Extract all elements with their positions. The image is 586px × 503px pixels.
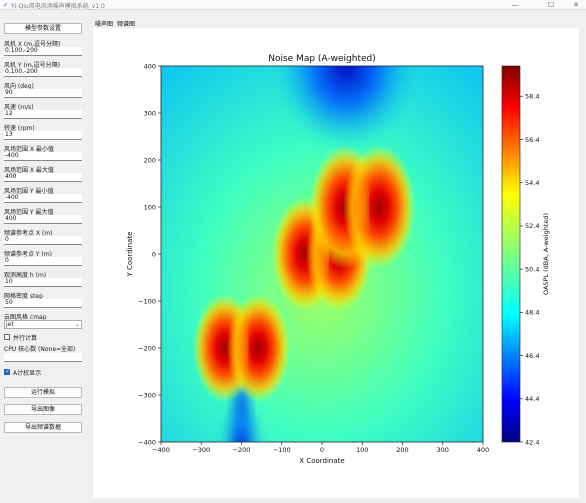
heatmap-area <box>161 66 483 442</box>
cpu-cores-label: CPU 核心数 (None=全部) <box>4 346 76 353</box>
y-tick-label: −300 <box>138 391 156 399</box>
y-tick-label: −200 <box>138 344 156 352</box>
export-image-button[interactable]: 导出图像 <box>4 404 82 415</box>
y-min-label: 风场范围 Y 最小值 <box>4 188 54 195</box>
y-tick-label: 100 <box>144 203 156 211</box>
turbine-y-label: 风机 Y (m,逗号分隔) <box>4 62 60 69</box>
high-noise-lobe <box>227 293 290 403</box>
cmap-select[interactable]: jet ⌄ <box>4 320 82 329</box>
spectrum-y-label: 频谱参考点 Y (m) <box>4 251 53 258</box>
x-tick-label: −300 <box>192 446 210 454</box>
x-min-input[interactable]: -400 <box>4 152 82 161</box>
wind-direction-label: 风向 (deg) <box>4 83 34 90</box>
turbine-y-input[interactable]: 0,100,-200 <box>4 68 82 77</box>
rotor-speed-input[interactable]: 13 <box>4 131 82 140</box>
x-axis: −400 −300 −200 −100 0 100 200 300 400 <box>152 442 489 454</box>
turbine-notch <box>236 324 247 372</box>
a-weighting-checkbox[interactable] <box>4 368 10 375</box>
noise-map-figure: Noise Map (A-weighted) −400 −300 −200 −100 0… <box>126 54 550 465</box>
export-spectrum-button[interactable]: 导出频谱数据 <box>4 422 82 433</box>
x-tick-label: 400 <box>477 446 489 454</box>
minimize-button[interactable]: — <box>511 1 519 9</box>
model-settings-button[interactable]: 模型参数设置 <box>4 23 82 34</box>
chart-title: Noise Map (A-weighted) <box>268 54 376 64</box>
rotor-speed-label: 转速 (rpm) <box>4 125 35 132</box>
grid-step-label: 网格密度 step <box>4 293 43 300</box>
y-tick-label: 200 <box>144 156 156 164</box>
y-tick-label: −400 <box>138 438 156 446</box>
colorbar-tick-label: 42.4 <box>525 438 539 446</box>
app-feather-icon <box>3 2 7 7</box>
x-tick-label: −200 <box>233 446 251 454</box>
wind-speed-label: 风速 (m/s) <box>4 104 34 111</box>
colorbar-tick-label: 50.4 <box>525 265 539 273</box>
colorbar-tick-label: 56.4 <box>525 136 539 144</box>
height-input[interactable]: 10 <box>4 278 82 287</box>
x-max-input[interactable]: 400 <box>4 173 82 182</box>
colorbar-tick-label: 54.4 <box>525 179 539 187</box>
colorbar <box>501 65 521 443</box>
chevron-down-icon: ⌄ <box>74 321 80 328</box>
tab-spectrum[interactable]: 频谱图 <box>117 21 136 28</box>
colorbar-tick-label: 48.4 <box>525 309 539 317</box>
colorbar-tick-label: 52.4 <box>525 222 539 230</box>
spectrum-x-input[interactable]: 0 <box>4 236 82 245</box>
spectrum-y-input[interactable]: 0 <box>4 257 82 266</box>
x-tick-label: −100 <box>273 446 291 454</box>
y-max-label: 风场范围 Y 最大值 <box>4 209 54 216</box>
wind-speed-input[interactable]: 12 <box>4 110 82 119</box>
a-weighting-label: A计权显示 <box>13 370 42 377</box>
height-label: 观测高度 h (m) <box>4 272 47 279</box>
y-tick-label: 300 <box>144 109 156 117</box>
colorbar-tick-label: 58.4 <box>525 93 539 101</box>
y-tick-label: 400 <box>144 62 156 70</box>
high-noise-lobe <box>343 145 416 269</box>
x-tick-label: 300 <box>437 446 449 454</box>
title-bar: Yi-Qiu风电风场噪声模拟系统_v1.0 — ☐ ✕ <box>0 0 586 10</box>
y-max-input[interactable]: 400 <box>4 215 82 224</box>
run-simulation-button[interactable]: 运行模拟 <box>4 387 82 398</box>
parallel-checkbox[interactable] <box>4 334 10 340</box>
plot-canvas: Noise Map (A-weighted) −400 −300 −200 −100 0… <box>93 28 579 498</box>
parallel-label: 并行计算 <box>13 335 38 342</box>
spectrum-x-label: 频谱参考点 X (m) <box>4 230 53 237</box>
control-panel: 模型参数设置 风机 X (m,逗号分隔) 0,100,-200 风机 Y (m,… <box>0 14 90 503</box>
turbine-notch <box>357 183 368 231</box>
y-axis: −400 −300 −200 −100 0 100 200 300 400 <box>138 62 161 446</box>
colorbar-axis: 42.4 44.4 46.4 48.4 50.4 52.4 54.4 56.4 58.4 <box>520 93 539 446</box>
wind-direction-input[interactable]: 90 <box>4 89 82 98</box>
colorbar-label: OASPL (dBA, A-weighted) <box>542 213 550 295</box>
y-tick-label: 0 <box>152 250 156 258</box>
turbine-x-label: 风机 X (m,逗号分隔) <box>4 41 61 48</box>
x-tick-label: 0 <box>320 446 324 454</box>
colorbar-tick-label: 44.4 <box>525 395 539 403</box>
y-axis-label: Y Coordinate <box>126 232 134 278</box>
y-tick-label: −100 <box>138 297 156 305</box>
colorbar-tick-label: 46.4 <box>525 352 539 360</box>
cmap-label: 云图风格 cmap <box>4 314 47 321</box>
x-axis-label: X Coordinate <box>299 457 344 465</box>
x-tick-label: −400 <box>152 446 170 454</box>
window-title: Yi-Qiu风电风场噪声模拟系统_v1.0 <box>11 3 105 10</box>
close-button[interactable]: ✕ <box>573 1 579 9</box>
x-tick-label: 200 <box>396 446 408 454</box>
low-noise-region <box>276 66 417 151</box>
x-tick-label: 100 <box>356 446 368 454</box>
maximize-button[interactable]: ☐ <box>547 1 555 9</box>
grid-step-input[interactable]: 50 <box>4 299 82 308</box>
cmap-value: jet <box>6 321 14 328</box>
cpu-cores-input[interactable] <box>4 353 82 362</box>
x-max-label: 风场范围 X 最大值 <box>4 167 54 174</box>
y-min-input[interactable]: -400 <box>4 194 82 203</box>
x-min-label: 风场范围 X 最小值 <box>4 146 54 153</box>
turbine-x-input[interactable]: 0,100,-200 <box>4 47 82 56</box>
